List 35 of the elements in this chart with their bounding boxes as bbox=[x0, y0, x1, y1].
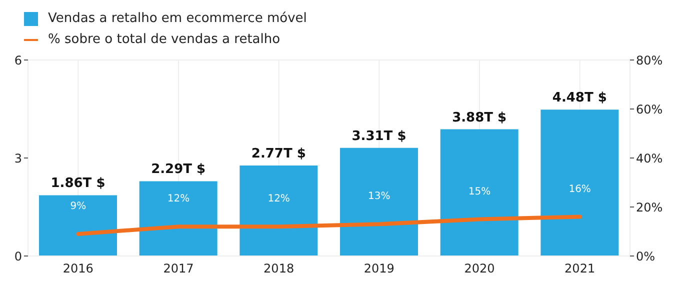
x-tick-label: 2021 bbox=[564, 262, 596, 276]
data-label: 3.31T $ bbox=[352, 128, 406, 144]
data-label: 12% bbox=[268, 194, 290, 205]
data-label: 3.88T $ bbox=[452, 110, 507, 126]
data-label: 15% bbox=[468, 186, 491, 198]
x-tick-label: 2017 bbox=[163, 262, 194, 276]
data-label: 2.77T $ bbox=[251, 146, 306, 162]
bar bbox=[540, 110, 619, 256]
x-tick-label: 2018 bbox=[264, 262, 294, 276]
y-tick-label: 0 bbox=[14, 249, 22, 264]
bar bbox=[39, 195, 117, 256]
y-tick-label: 6 bbox=[14, 53, 22, 68]
line-series bbox=[76, 214, 582, 236]
data-label: 12% bbox=[167, 194, 190, 205]
bar bbox=[340, 148, 418, 256]
y2-tick-label: 40% bbox=[636, 151, 663, 166]
legend-label: % sobre o total de vendas a retalho bbox=[48, 31, 280, 49]
data-label: 2.29T $ bbox=[151, 162, 206, 178]
y-tick-label: 3 bbox=[14, 151, 22, 166]
x-tick-label: 2020 bbox=[464, 262, 495, 276]
legend-label: Vendas a retalho em ecommerce móvel bbox=[48, 10, 307, 28]
y2-tick-label: 80% bbox=[636, 53, 663, 68]
x-tick-label: 2016 bbox=[62, 262, 94, 276]
data-label: 4.48T $ bbox=[552, 90, 607, 106]
data-label: 9% bbox=[70, 200, 86, 212]
bar bbox=[139, 181, 218, 256]
y2-tick-label: 60% bbox=[636, 102, 663, 116]
bar bbox=[240, 166, 318, 256]
y2-tick-label: 20% bbox=[636, 200, 663, 214]
data-label: 13% bbox=[368, 191, 390, 202]
x-tick-label: 2019 bbox=[364, 262, 394, 276]
bar bbox=[440, 129, 518, 256]
y2-tick-label: 0% bbox=[636, 249, 656, 264]
data-label: 1.86T $ bbox=[50, 176, 106, 192]
data-label: 16% bbox=[568, 184, 591, 195]
